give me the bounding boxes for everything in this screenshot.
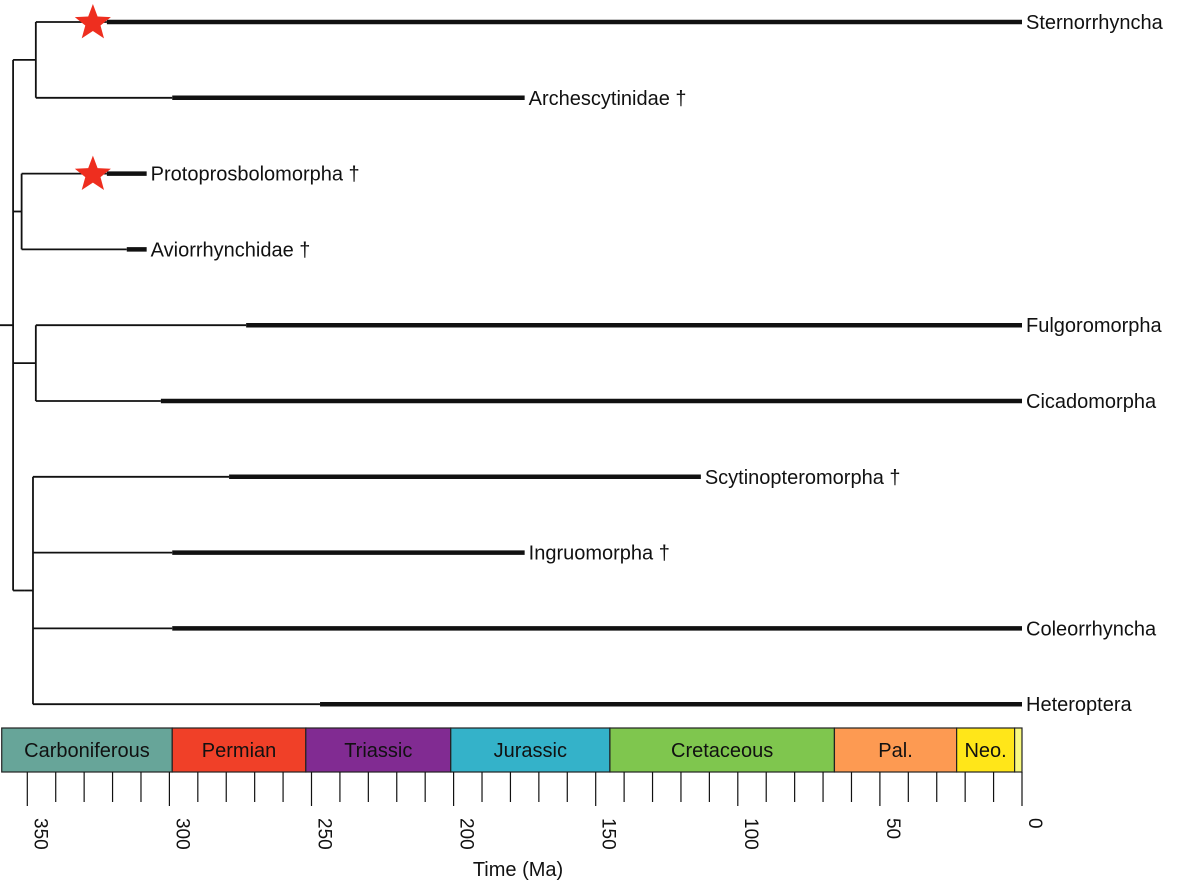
- tick-label: 200: [456, 818, 477, 850]
- taxon-labels: Sternorrhyncha Archescytinidae † Protopros…: [151, 12, 1164, 716]
- tick-label: 300: [171, 818, 192, 850]
- geologic-timescale: Carboniferous Permian Triassic Jurassic Cret…: [1, 727, 1023, 773]
- period-box: [833, 727, 958, 773]
- period-box: [956, 727, 1016, 773]
- period-box: [450, 727, 611, 773]
- taxon-label: Coleorrhyncha: [1026, 618, 1157, 640]
- taxon-label: Archescytinidae †: [529, 88, 687, 110]
- time-axis: Time (Ma) 350 300 250 200 150 100 50 0: [26, 772, 1045, 881]
- tick-label: 100: [740, 818, 761, 850]
- tick-label: 0: [1024, 818, 1045, 829]
- taxon-label: Heteroptera: [1026, 694, 1132, 716]
- period-label: Neo.: [964, 740, 1006, 762]
- period-label: Triassic: [344, 740, 412, 762]
- taxon-label: Fulgoromorpha: [1026, 315, 1163, 337]
- star-markers: [74, 4, 111, 190]
- taxon-label: Protoprosbolomorpha †: [151, 164, 360, 186]
- period-label: Permian: [202, 740, 276, 762]
- stratigraphic-ranges: [106, 19, 1022, 707]
- taxon-label: Cicadomorpha: [1026, 391, 1157, 413]
- star-icon: [74, 155, 111, 190]
- tick-label: 250: [314, 818, 335, 850]
- period-box: [171, 727, 307, 773]
- period-label: Carboniferous: [24, 740, 150, 762]
- axis-title: Time (Ma): [473, 859, 563, 881]
- period-box: [609, 727, 836, 773]
- taxon-label: Sternorrhyncha: [1026, 12, 1164, 34]
- tick-label: 50: [882, 818, 903, 839]
- taxon-label: Scytinopteromorpha †: [705, 467, 901, 489]
- star-icon: [74, 4, 111, 39]
- period-label: Cretaceous: [671, 740, 773, 762]
- period-label: Jurassic: [494, 740, 567, 762]
- period-box: [305, 727, 452, 773]
- taxon-label: Aviorrhynchidae †: [151, 239, 311, 261]
- taxon-label: Ingruomorpha †: [529, 543, 670, 565]
- tick-label: 350: [29, 818, 50, 850]
- period-box: [1014, 727, 1023, 773]
- tree-branches: [0, 21, 321, 706]
- period-label: Pal.: [878, 740, 912, 762]
- tick-label: 150: [598, 818, 619, 850]
